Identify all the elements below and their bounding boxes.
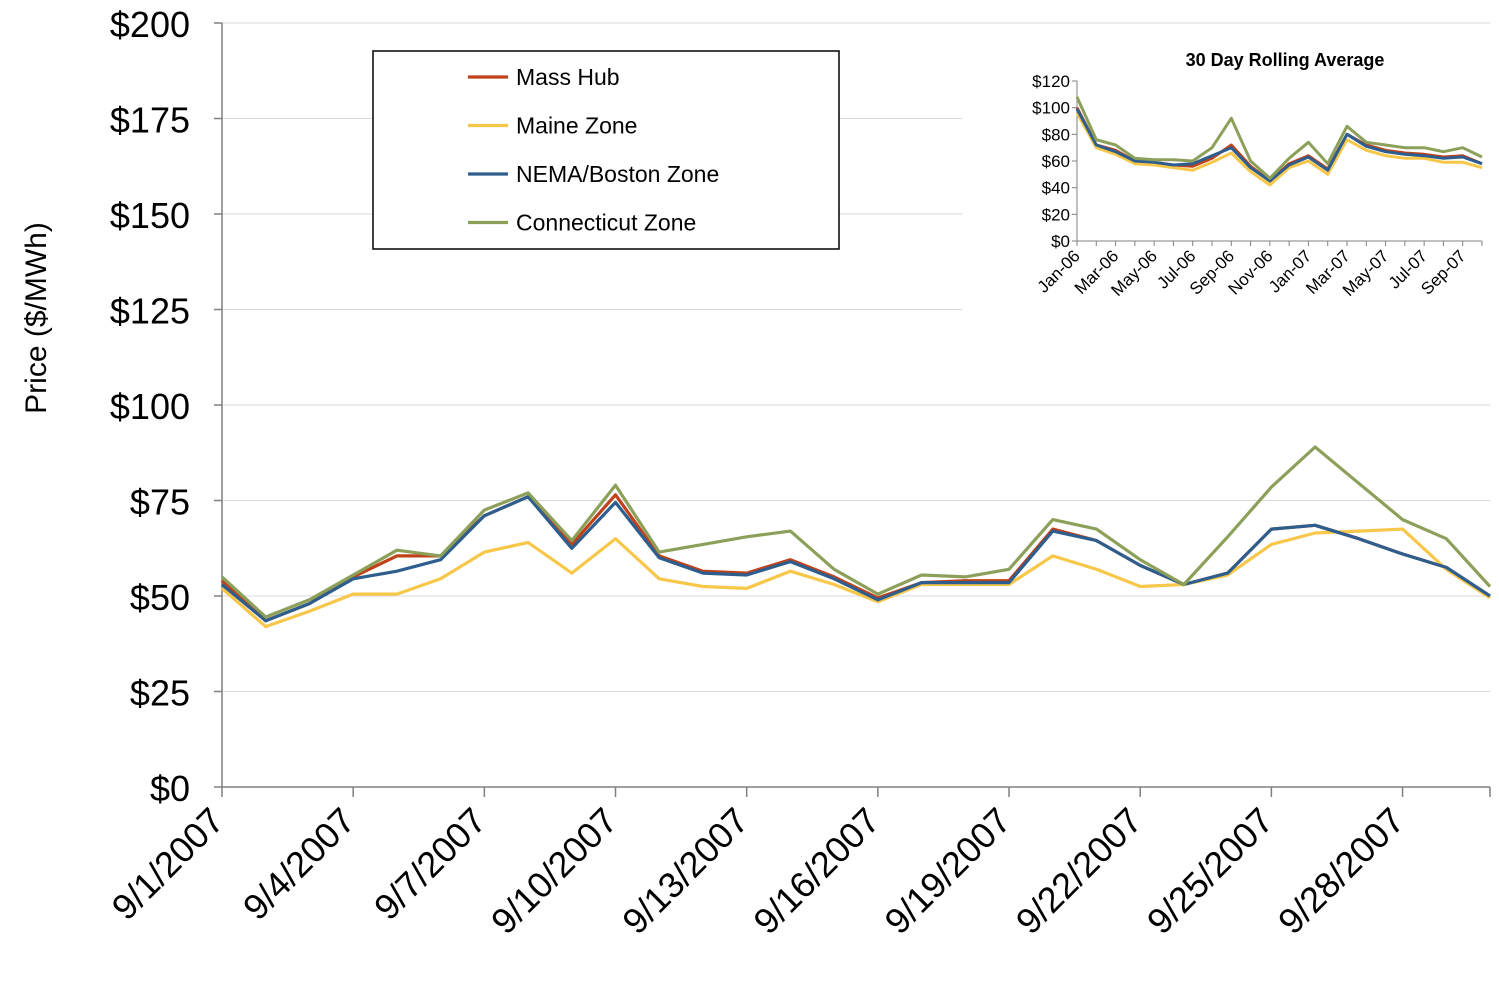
y-axis-label: Price ($/MWh) [20, 222, 53, 414]
legend-label-nema-boston-zone: NEMA/Boston Zone [516, 161, 719, 187]
y-tick-label: $100 [110, 386, 190, 427]
inset-series-line-nema-boston-zone [1075, 108, 1483, 183]
series-line-mass-hub [220, 493, 1491, 623]
inset-y-tick-label: $20 [1042, 205, 1070, 224]
inset-title: 30 Day Rolling Average [1186, 50, 1385, 70]
y-tick-label: $0 [150, 768, 190, 809]
x-tick-label: 9/25/2007 [1139, 800, 1281, 942]
legend-box [372, 50, 840, 250]
legend: Mass Hub Maine Zone NEMA/Boston Zone Connec… [372, 50, 840, 250]
series-line-nema-boston-zone [220, 495, 1491, 623]
y-tick-label: $175 [110, 100, 190, 141]
x-tick-label: 9/1/2007 [104, 800, 232, 928]
x-tick-label: 9/10/2007 [483, 800, 625, 942]
x-tick-label: 9/28/2007 [1270, 800, 1412, 942]
y-tick-label: $25 [130, 673, 190, 714]
inset-y-tick-label: $80 [1042, 125, 1070, 144]
y-tick-label: $125 [110, 291, 190, 332]
inset-chart: 30 Day Rolling Average $0 $20 $40 $60 $80 $100… [962, 44, 1492, 344]
legend-label-maine-zone: Maine Zone [516, 113, 637, 139]
x-tick-label: 9/4/2007 [235, 800, 363, 928]
inset-y-tick-label: $120 [1032, 72, 1070, 91]
inset-y-tick-label: $100 [1032, 99, 1070, 118]
x-tick-label: 9/16/2007 [745, 800, 887, 942]
y-tick-label: $200 [110, 4, 190, 45]
series-line-connecticut-zone [220, 445, 1492, 619]
y-tick-label: $75 [130, 482, 190, 523]
inset-background [962, 44, 1492, 344]
x-tick-label: 9/13/2007 [614, 800, 756, 942]
inset-series-line-maine-zone [1075, 112, 1483, 187]
inset-y-tick-label: $0 [1051, 232, 1070, 251]
inset-y-tick-label: $60 [1042, 152, 1070, 171]
inset-series-line-connecticut-zone [1075, 96, 1483, 180]
y-tick-label: $50 [130, 577, 190, 618]
y-tick-label: $150 [110, 195, 190, 236]
x-tick-label: 9/7/2007 [366, 800, 494, 928]
x-tick-label: 9/22/2007 [1008, 800, 1150, 942]
series-line-maine-zone [220, 527, 1491, 629]
x-tick-label: 9/19/2007 [876, 800, 1018, 942]
legend-label-mass-hub: Mass Hub [516, 64, 620, 90]
legend-label-connecticut-zone: Connecticut Zone [516, 210, 696, 236]
inset-y-tick-label: $40 [1042, 179, 1070, 198]
